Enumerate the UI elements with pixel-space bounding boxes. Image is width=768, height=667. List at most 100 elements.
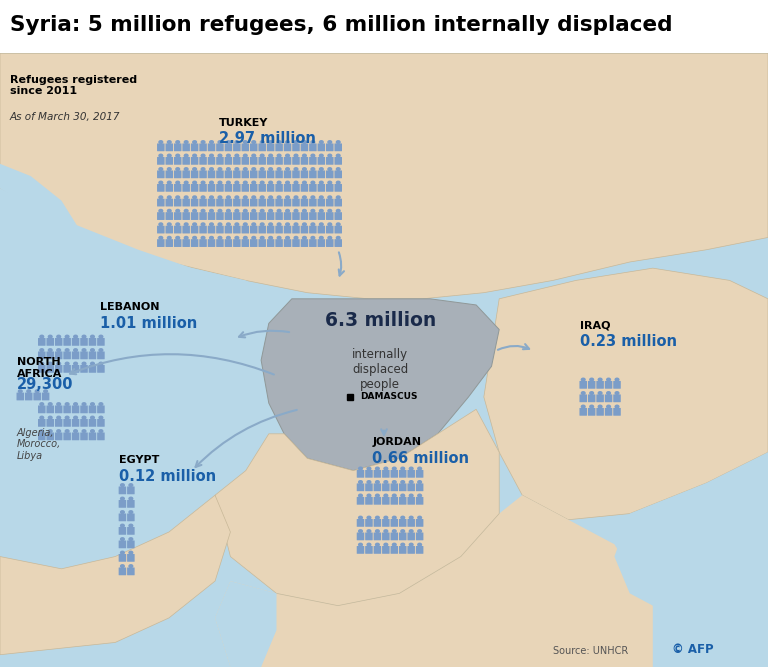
- FancyBboxPatch shape: [38, 352, 45, 360]
- Circle shape: [285, 167, 290, 171]
- FancyBboxPatch shape: [207, 212, 215, 220]
- FancyBboxPatch shape: [157, 157, 164, 165]
- Circle shape: [39, 416, 45, 420]
- FancyBboxPatch shape: [356, 519, 364, 527]
- FancyBboxPatch shape: [157, 225, 164, 233]
- FancyBboxPatch shape: [182, 157, 190, 165]
- FancyBboxPatch shape: [284, 157, 291, 165]
- FancyBboxPatch shape: [597, 394, 604, 402]
- Circle shape: [167, 235, 172, 240]
- Circle shape: [65, 416, 70, 420]
- FancyBboxPatch shape: [207, 157, 215, 165]
- FancyBboxPatch shape: [408, 546, 415, 554]
- Circle shape: [226, 209, 231, 213]
- FancyBboxPatch shape: [374, 470, 381, 478]
- FancyBboxPatch shape: [97, 338, 104, 346]
- Circle shape: [128, 496, 134, 501]
- Circle shape: [327, 195, 333, 199]
- Circle shape: [192, 195, 197, 199]
- FancyBboxPatch shape: [382, 470, 389, 478]
- FancyBboxPatch shape: [224, 239, 232, 247]
- FancyBboxPatch shape: [174, 225, 181, 233]
- Circle shape: [417, 480, 422, 484]
- Circle shape: [336, 222, 341, 226]
- Circle shape: [366, 494, 372, 498]
- FancyBboxPatch shape: [63, 338, 71, 346]
- Circle shape: [327, 140, 333, 144]
- FancyBboxPatch shape: [292, 212, 300, 220]
- Circle shape: [167, 140, 172, 144]
- Circle shape: [581, 378, 586, 382]
- Circle shape: [581, 404, 586, 409]
- FancyBboxPatch shape: [597, 381, 604, 389]
- FancyBboxPatch shape: [157, 171, 164, 178]
- FancyBboxPatch shape: [34, 393, 41, 400]
- Circle shape: [268, 140, 273, 144]
- FancyBboxPatch shape: [605, 408, 612, 416]
- FancyBboxPatch shape: [301, 199, 308, 207]
- Circle shape: [293, 195, 299, 199]
- Circle shape: [120, 496, 125, 501]
- FancyBboxPatch shape: [408, 532, 415, 540]
- FancyBboxPatch shape: [326, 199, 333, 207]
- FancyBboxPatch shape: [182, 225, 190, 233]
- Circle shape: [383, 529, 389, 533]
- FancyBboxPatch shape: [335, 171, 342, 178]
- FancyBboxPatch shape: [127, 514, 134, 522]
- FancyBboxPatch shape: [284, 143, 291, 151]
- Circle shape: [276, 195, 282, 199]
- Circle shape: [319, 153, 324, 157]
- FancyBboxPatch shape: [309, 157, 316, 165]
- Circle shape: [81, 402, 87, 406]
- FancyBboxPatch shape: [275, 225, 283, 233]
- Circle shape: [73, 402, 78, 406]
- FancyBboxPatch shape: [217, 157, 223, 165]
- FancyBboxPatch shape: [89, 406, 96, 414]
- FancyBboxPatch shape: [233, 143, 240, 151]
- Circle shape: [310, 222, 316, 226]
- FancyBboxPatch shape: [89, 432, 96, 440]
- Circle shape: [319, 222, 324, 226]
- Circle shape: [209, 222, 214, 226]
- FancyBboxPatch shape: [80, 419, 88, 427]
- Circle shape: [327, 235, 333, 240]
- FancyBboxPatch shape: [250, 184, 257, 191]
- Circle shape: [400, 466, 406, 471]
- FancyBboxPatch shape: [275, 199, 283, 207]
- FancyBboxPatch shape: [233, 199, 240, 207]
- FancyBboxPatch shape: [275, 239, 283, 247]
- Circle shape: [251, 209, 257, 213]
- FancyBboxPatch shape: [284, 225, 291, 233]
- FancyBboxPatch shape: [47, 406, 54, 414]
- FancyBboxPatch shape: [267, 184, 274, 191]
- FancyBboxPatch shape: [55, 365, 62, 373]
- Circle shape: [175, 153, 180, 157]
- FancyBboxPatch shape: [217, 225, 223, 233]
- FancyBboxPatch shape: [25, 393, 32, 400]
- Circle shape: [18, 389, 23, 394]
- FancyBboxPatch shape: [165, 199, 173, 207]
- FancyBboxPatch shape: [118, 500, 126, 508]
- Circle shape: [120, 483, 125, 487]
- FancyBboxPatch shape: [47, 352, 54, 360]
- Text: Source: UNHCR: Source: UNHCR: [553, 646, 628, 656]
- Circle shape: [98, 429, 104, 433]
- FancyBboxPatch shape: [55, 406, 62, 414]
- Circle shape: [175, 209, 180, 213]
- Circle shape: [120, 564, 125, 568]
- FancyBboxPatch shape: [182, 143, 190, 151]
- Circle shape: [234, 181, 240, 185]
- FancyBboxPatch shape: [118, 554, 126, 562]
- Circle shape: [243, 235, 248, 240]
- Circle shape: [209, 167, 214, 171]
- Circle shape: [336, 140, 341, 144]
- Circle shape: [167, 167, 172, 171]
- FancyBboxPatch shape: [275, 171, 283, 178]
- FancyBboxPatch shape: [241, 184, 249, 191]
- FancyBboxPatch shape: [284, 171, 291, 178]
- FancyBboxPatch shape: [55, 432, 62, 440]
- Circle shape: [226, 235, 231, 240]
- Text: 0.23 million: 0.23 million: [580, 334, 677, 349]
- Circle shape: [251, 181, 257, 185]
- FancyBboxPatch shape: [38, 338, 45, 346]
